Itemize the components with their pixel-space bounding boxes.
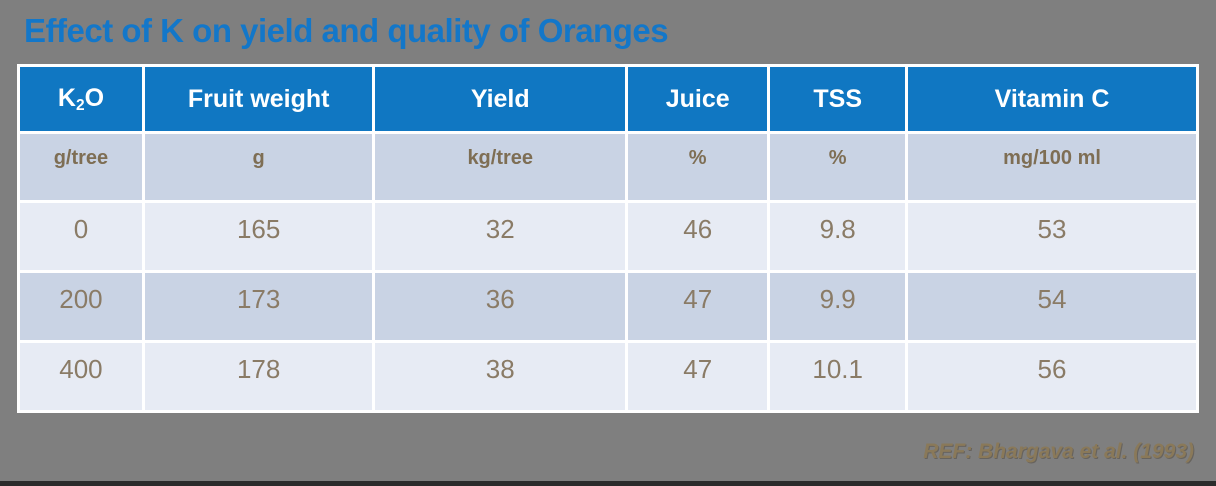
column-header-yield: Yield [375,67,626,131]
column-header-fruit-weight: Fruit weight [144,67,373,131]
table-cell: 53 [908,203,1196,270]
table-cell: 47 [628,273,768,340]
table-cell: 200 [20,273,142,340]
column-header-tss: TSS [770,67,906,131]
unit-fruit-weight: g [144,134,373,200]
table-row: 0 165 32 46 9.8 53 [20,203,1196,270]
unit-tss: % [770,134,906,200]
column-header-juice: Juice [628,67,768,131]
table-cell: 9.8 [770,203,906,270]
table-cell: 32 [375,203,626,270]
slide-title: Effect of K on yield and quality of Oran… [24,12,669,49]
table-cell: 400 [20,343,142,410]
table-cell: 178 [144,343,373,410]
table-cell: 165 [144,203,373,270]
oranges-effect-table: K2O Fruit weight Yield Juice TSS Vitamin… [17,64,1199,413]
table-cell: 0 [20,203,142,270]
reference-citation: REF: Bhargava et al. (1993) [923,440,1194,463]
slide-bottom-edge [0,481,1216,486]
table-row: 400 178 38 47 10.1 56 [20,343,1196,410]
k2o-rest: O [84,83,105,112]
table-cell: 47 [628,343,768,410]
table-cell: 9.9 [770,273,906,340]
unit-juice: % [628,134,768,200]
table-cell: 38 [375,343,626,410]
table-cell: 173 [144,273,373,340]
unit-k2o: g/tree [20,134,142,200]
table-cell: 46 [628,203,768,270]
table-cell: 36 [375,273,626,340]
column-header-vitamin-c: Vitamin C [908,67,1196,131]
table-cell: 10.1 [770,343,906,410]
k2o-base: K [57,83,76,112]
unit-vitamin-c: mg/100 ml [908,134,1196,200]
table-header-row: K2O Fruit weight Yield Juice TSS Vitamin… [20,67,1196,131]
column-header-k2o: K2O [20,67,142,131]
k2o-subscript: 2 [75,96,85,114]
table-units-row: g/tree g kg/tree % % mg/100 ml [20,134,1196,200]
table-row: 200 173 36 47 9.9 54 [20,273,1196,340]
table-cell: 54 [908,273,1196,340]
table-cell: 56 [908,343,1196,410]
unit-yield: kg/tree [375,134,626,200]
